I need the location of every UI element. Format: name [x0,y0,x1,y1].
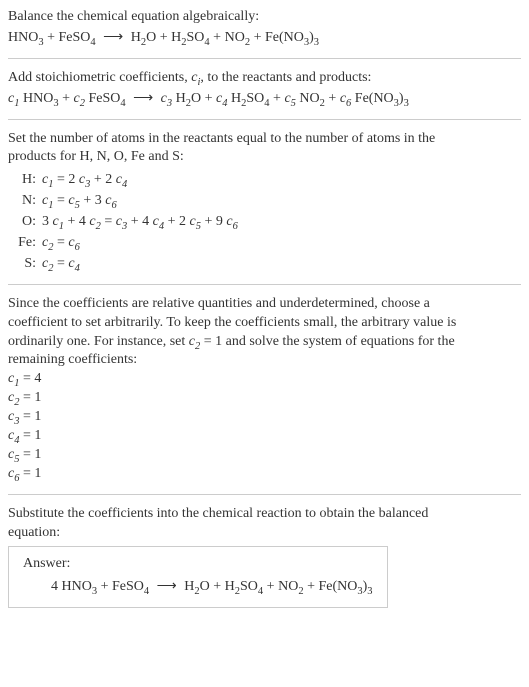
divider [8,58,521,59]
label-n: N: [8,192,36,211]
species-h2o: H2O [184,579,210,594]
species-feno33: Fe(NO3)3 [318,579,372,594]
para3-line2: equation: [8,524,521,543]
atom-balance-section: Set the number of atoms in the reactants… [8,130,521,274]
plus: + [210,30,225,45]
species-hno3: HNO3 [62,579,98,594]
eq-fe: c2 = c6 [42,234,521,253]
coeff-intro-line: Add stoichiometric coefficients, ci, to … [8,69,521,88]
solved-coefficients: c1 = 4 c2 = 1 c3 = 1 c4 = 1 c5 = 1 c6 = … [8,370,521,483]
plus: + [44,30,59,45]
coef-c3: c3 [161,91,172,106]
solved-c3: c3 = 1 [8,408,521,427]
coef-c6: c6 [340,91,351,106]
species-hno3: HNO3 [8,30,44,45]
divider [8,494,521,495]
equation-unbalanced: HNO3 + FeSO4 ⟶ H2O + H2SO4 + NO2 + Fe(NO… [8,29,521,48]
answer-label: Answer: [23,555,373,574]
equation-with-coeffs: c1 HNO3 + c2 FeSO4 ⟶ c3 H2O + c4 H2SO4 +… [8,90,521,109]
eq-o: 3 c1 + 4 c2 = c3 + 4 c4 + 2 c5 + 9 c6 [42,213,521,232]
solved-c5: c5 = 1 [8,446,521,465]
species-feso4: FeSO4 [88,91,125,106]
solved-c4: c4 = 1 [8,427,521,446]
answer-equation: 4 HNO3 + FeSO4 ⟶ H2O + H2SO4 + NO2 + Fe(… [23,578,373,597]
intro-section: Balance the chemical equation algebraica… [8,8,521,48]
answer-box: Answer: 4 HNO3 + FeSO4 ⟶ H2O + H2SO4 + N… [8,546,388,608]
species-no2: NO2 [278,579,303,594]
species-no2: NO2 [299,91,324,106]
arrow: ⟶ [99,30,127,45]
species-feno33: Fe(NO3)3 [355,91,409,106]
atom-intro-line2: products for H, N, O, Fe and S: [8,148,521,167]
solved-c2: c2 = 1 [8,389,521,408]
solved-c6: c6 = 1 [8,465,521,484]
species-feso4: FeSO4 [112,579,149,594]
divider [8,119,521,120]
species-h2o: H2O [131,30,157,45]
eq-n: c1 = c5 + 3 c6 [42,192,521,211]
para2-line4: remaining coefficients: [8,351,521,370]
coeff-intro-section: Add stoichiometric coefficients, ci, to … [8,69,521,109]
species-feso4: FeSO4 [59,30,96,45]
coef-c1: c1 [8,91,19,106]
label-o: O: [8,213,36,232]
para2-line3: ordinarily one. For instance, set c2 = 1… [8,333,521,352]
eq-h: c1 = 2 c3 + 2 c4 [42,171,521,190]
species-h2so4: H2SO4 [171,30,210,45]
species-h2o: H2O [176,91,202,106]
para3-line1: Substitute the coefficients into the che… [8,505,521,524]
species-no2: NO2 [225,30,250,45]
species-feno33: Fe(NO3)3 [265,30,319,45]
species-hno3: HNO3 [23,91,59,106]
label-h: H: [8,171,36,190]
label-fe: Fe: [8,234,36,253]
species-h2so4: H2SO4 [225,579,264,594]
coef-c2: c2 [73,91,84,106]
eq-s: c2 = c4 [42,255,521,274]
plus: + [250,30,265,45]
arrow: ⟶ [153,579,181,594]
label-s: S: [8,255,36,274]
atom-equations-grid: H: c1 = 2 c3 + 2 c4 N: c1 = c5 + 3 c6 O:… [8,171,521,273]
species-h2so4: H2SO4 [231,91,270,106]
para2-line1: Since the coefficients are relative quan… [8,295,521,314]
solve-section: Since the coefficients are relative quan… [8,295,521,484]
plus: + [156,30,171,45]
atom-intro-line1: Set the number of atoms in the reactants… [8,130,521,149]
coef-c5: c5 [284,91,295,106]
coef-c4: c4 [216,91,227,106]
divider [8,284,521,285]
intro-line: Balance the chemical equation algebraica… [8,8,521,27]
para2-line2: coefficient to set arbitrarily. To keep … [8,314,521,333]
substitute-section: Substitute the coefficients into the che… [8,505,521,609]
solved-c1: c1 = 4 [8,370,521,389]
arrow: ⟶ [129,91,157,106]
